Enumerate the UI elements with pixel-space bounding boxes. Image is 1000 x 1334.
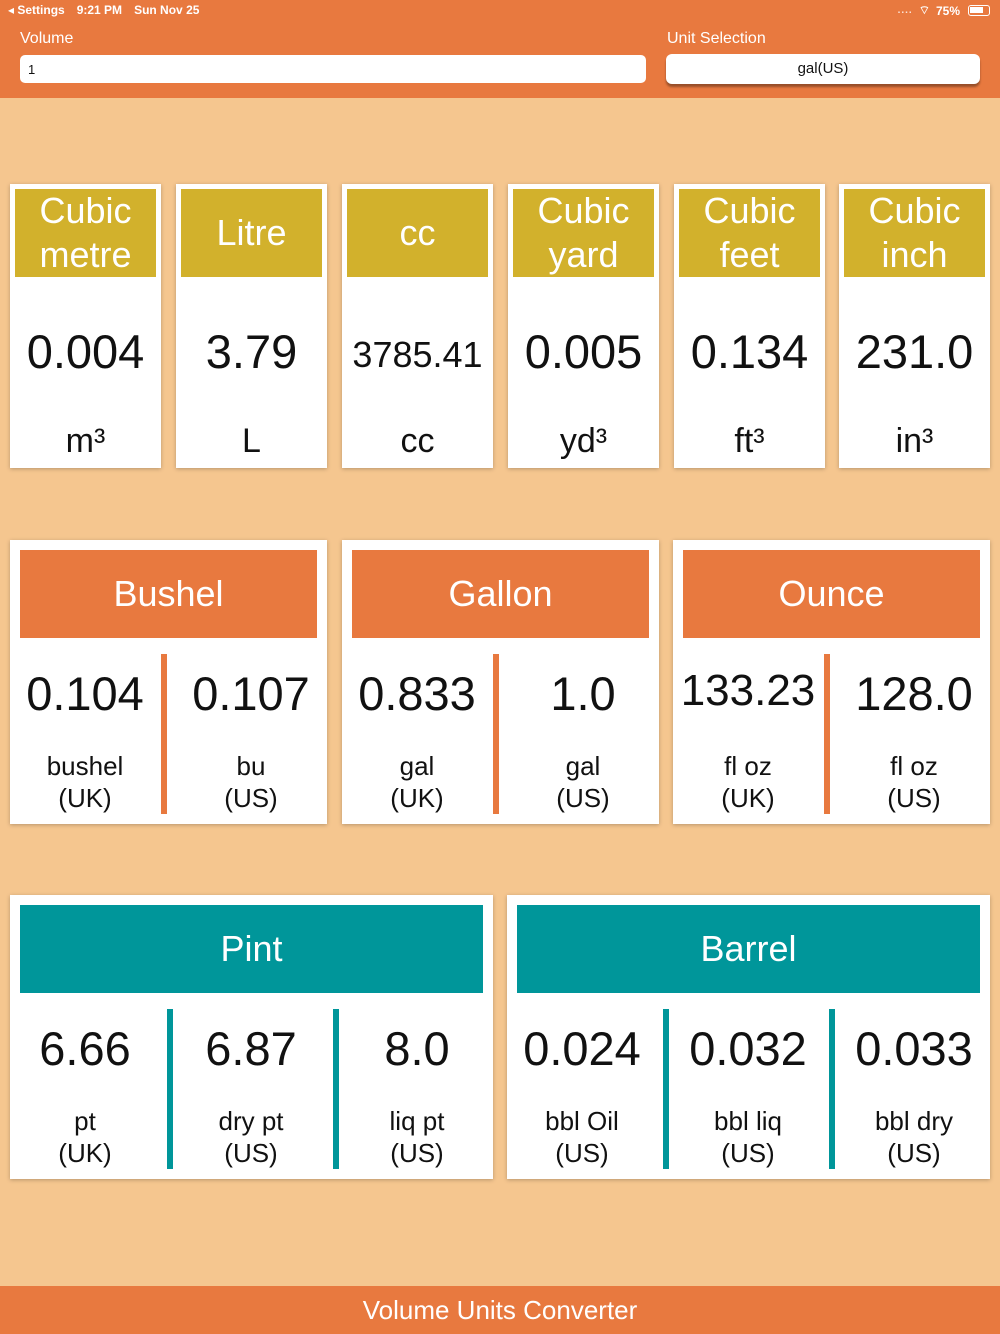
- bushel-us-unit: bu (US): [224, 751, 278, 813]
- ounce-uk-column: 133.23 fl oz (UK): [673, 540, 823, 824]
- cc-unit: cc: [400, 422, 435, 460]
- signal-icon: ....: [897, 5, 913, 16]
- gallon-us-value: 1.0: [550, 667, 616, 720]
- barrel-dry-us-unit: bbl dry (US): [874, 1106, 954, 1168]
- volume-label: Volume: [20, 30, 74, 47]
- ounce-card: Ounce 133.23 fl oz (UK) 128.0 fl oz (US): [673, 540, 990, 824]
- ounce-us-value: 128.0: [855, 667, 973, 720]
- cubic-yard-card: Cubic yard 0.005 yd³: [508, 184, 659, 468]
- ounce-us-column: 128.0 fl oz (US): [839, 540, 989, 824]
- gallon-uk-unit: gal (UK): [390, 751, 444, 813]
- barrel-card: Barrel 0.024 bbl Oil (US) 0.032 bbl liq (U…: [507, 895, 990, 1179]
- battery-percent: 75%: [935, 3, 960, 18]
- cubic-feet-unit: ft³: [734, 422, 765, 460]
- ounce-header: Ounce: [683, 550, 980, 638]
- bushel-header: Bushel: [20, 550, 317, 638]
- cubic-inch-value: 231.0: [855, 325, 974, 378]
- barrel-divider-2: [829, 1009, 835, 1169]
- gallon-uk-value: 0.833: [358, 667, 476, 720]
- bushel-us-value: 0.107: [192, 667, 310, 720]
- barrel-liq-us-column: 0.032 bbl liq (US): [673, 895, 823, 1179]
- barrel-header: Barrel: [517, 905, 980, 993]
- gallon-us-unit: gal (US): [556, 751, 610, 813]
- barrel-liq-us-unit: bbl liq (US): [714, 1106, 782, 1168]
- gallon-divider: [493, 654, 499, 814]
- bushel-uk-column: 0.104 bushel (UK): [10, 540, 160, 824]
- cubic-metre-value: 0.004: [26, 325, 145, 378]
- pint-uk-unit: pt (UK): [58, 1106, 112, 1168]
- cubic-yard-header: Cubic yard: [513, 189, 654, 277]
- cc-value: 3785.41: [352, 334, 483, 375]
- ounce-divider: [824, 654, 830, 814]
- cubic-metre-header: Cubic metre: [15, 189, 156, 277]
- cubic-inch-header: Cubic inch: [844, 189, 985, 277]
- unit-selection-button[interactable]: gal(US): [666, 54, 980, 84]
- gallon-card: Gallon 0.833 gal (UK) 1.0 gal (US): [342, 540, 659, 824]
- pint-divider-2: [333, 1009, 339, 1169]
- pint-card: Pint 6.66 pt (UK) 6.87 dry pt (US) 8.0 liq…: [10, 895, 493, 1179]
- pint-dry-us-unit: dry pt (US): [218, 1106, 284, 1168]
- bushel-divider: [161, 654, 167, 814]
- pint-dry-us-column: 6.87 dry pt (US): [176, 895, 326, 1179]
- litre-header: Litre: [181, 189, 322, 277]
- cubic-metre-unit: m³: [65, 422, 106, 460]
- battery-icon: [968, 5, 990, 16]
- cc-card: cc 3785.41 cc: [342, 184, 493, 468]
- litre-value: 3.79: [205, 325, 298, 378]
- bushel-uk-unit: bushel (UK): [46, 751, 124, 813]
- unit-selection-label: Unit Selection: [667, 30, 766, 47]
- status-time: 9:21 PM: [76, 3, 123, 17]
- barrel-liq-us-value: 0.032: [689, 1022, 807, 1075]
- cubic-feet-card: Cubic feet 0.134 ft³: [674, 184, 825, 468]
- ounce-uk-unit: fl oz (UK): [721, 751, 775, 813]
- bushel-card: Bushel 0.104 bushel (UK) 0.107 bu (US): [10, 540, 327, 824]
- footer-title: Volume Units Converter: [0, 1286, 1000, 1334]
- status-bar: ◂ Settings 9:21 PM Sun Nov 25 .... ⌔ 75%: [0, 0, 1000, 22]
- cubic-yard-value: 0.005: [524, 325, 643, 378]
- barrel-dry-us-column: 0.033 bbl dry (US): [839, 895, 989, 1179]
- litre-card: Litre 3.79 L: [176, 184, 327, 468]
- barrel-dry-us-value: 0.033: [855, 1022, 973, 1075]
- gallon-us-column: 1.0 gal (US): [508, 540, 658, 824]
- gallon-header: Gallon: [352, 550, 649, 638]
- cc-header: cc: [347, 189, 488, 277]
- wifi-icon: ⌔: [918, 3, 930, 17]
- cubic-metre-card: Cubic metre 0.004 m³: [10, 184, 161, 468]
- pint-divider-1: [167, 1009, 173, 1169]
- back-to-settings-link[interactable]: ◂ Settings: [8, 3, 65, 17]
- pint-uk-value: 6.66: [39, 1022, 131, 1075]
- cubic-feet-header: Cubic feet: [679, 189, 820, 277]
- litre-unit: L: [242, 422, 261, 460]
- pint-liq-us-unit: liq pt (US): [389, 1106, 445, 1168]
- barrel-divider-1: [663, 1009, 669, 1169]
- ounce-uk-value: 133.23: [680, 666, 816, 715]
- pint-uk-column: 6.66 pt (UK): [10, 895, 160, 1179]
- volume-input[interactable]: [20, 55, 646, 83]
- barrel-oil-us-value: 0.024: [523, 1022, 641, 1075]
- pint-dry-us-value: 6.87: [205, 1022, 297, 1075]
- cubic-feet-value: 0.134: [690, 325, 809, 378]
- pint-header: Pint: [20, 905, 483, 993]
- barrel-oil-us-column: 0.024 bbl Oil (US): [507, 895, 657, 1179]
- bushel-us-column: 0.107 bu (US): [176, 540, 326, 824]
- top-bar: ◂ Settings 9:21 PM Sun Nov 25 .... ⌔ 75%…: [0, 0, 1000, 98]
- cubic-inch-card: Cubic inch 231.0 in³: [839, 184, 990, 468]
- barrel-oil-us-unit: bbl Oil (US): [545, 1106, 619, 1168]
- status-date: Sun Nov 25: [134, 3, 200, 17]
- ounce-us-unit: fl oz (US): [887, 751, 941, 813]
- bushel-uk-value: 0.104: [26, 667, 144, 720]
- pint-liq-us-column: 8.0 liq pt (US): [342, 895, 492, 1179]
- pint-liq-us-value: 8.0: [384, 1022, 450, 1075]
- gallon-uk-column: 0.833 gal (UK): [342, 540, 492, 824]
- cubic-yard-unit: yd³: [559, 422, 608, 460]
- cubic-inch-unit: in³: [895, 422, 934, 460]
